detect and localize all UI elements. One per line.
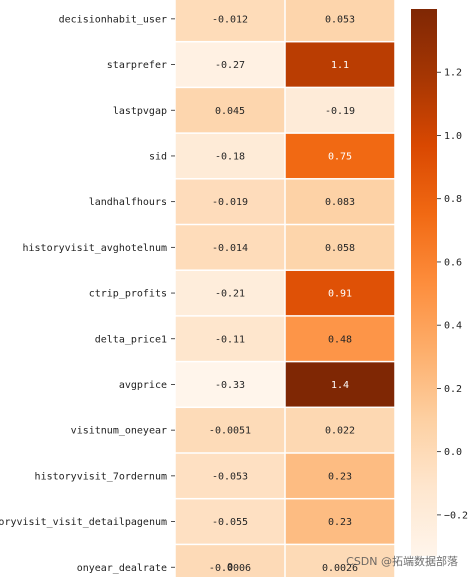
cell-annotation: -0.0051 — [209, 426, 251, 437]
row-label: historyvisit_visit_detailpagenum — [0, 517, 167, 528]
column-labels: 0 — [227, 562, 233, 573]
heatmap-cell — [175, 316, 285, 361]
heatmap-cell — [175, 42, 285, 87]
heatmap-cell — [175, 408, 285, 453]
column-label: 0 — [227, 562, 233, 573]
row-label: landhalfhours — [89, 197, 167, 208]
row-label: starprefer — [107, 60, 167, 71]
colorbar-tick-label: 0.4 — [444, 321, 462, 332]
cell-annotation: -0.055 — [212, 517, 248, 528]
heatmap-cell — [175, 499, 285, 544]
heatmap-cell — [175, 453, 285, 498]
cell-annotation: -0.21 — [215, 289, 245, 300]
row-label: delta_price1 — [95, 334, 167, 345]
cell-annotation: 0.083 — [325, 197, 355, 208]
row-labels: decisionhabit_user starprefer lastpvgap sid… — [0, 14, 175, 574]
heatmap-cell — [285, 545, 395, 577]
cell-annotation: -0.053 — [212, 471, 248, 482]
heatmap-cell — [285, 133, 395, 179]
cell-annotation: -0.27 — [215, 60, 245, 71]
row-label: visitnum_oneyear — [71, 426, 167, 437]
heatmap-cell — [175, 179, 285, 224]
heatmap-cell — [285, 0, 395, 41]
cell-annotation: -0.014 — [212, 243, 248, 254]
cell-annotation: -0.33 — [215, 380, 245, 391]
heatmap-cell — [285, 362, 395, 407]
cell-annotation: 0.75 — [328, 151, 352, 162]
heatmap-cell — [285, 499, 395, 544]
cell-annotation: 0.48 — [328, 334, 352, 345]
cell-annotation: 0.91 — [328, 289, 352, 300]
heatmap-cell — [175, 362, 285, 407]
heatmap-cell — [285, 316, 395, 361]
row-label: onyear_dealrate — [77, 563, 167, 574]
heatmap-cell — [175, 545, 285, 577]
cell-annotation: -0.0006 — [209, 563, 251, 574]
heatmap-cell — [285, 408, 395, 453]
cell-annotation: 0.0026 — [322, 563, 358, 574]
row-label: avgprice — [119, 380, 167, 391]
heatmap-cell — [285, 42, 395, 87]
heatmap-cells: -0.012 0.053 -0.27 1.1 0.045 -0.19 -0.18 0.75 -0… — [175, 0, 395, 577]
cell-annotation: 0.022 — [325, 426, 355, 437]
heatmap-cell — [175, 225, 285, 270]
cell-annotation: -0.012 — [212, 14, 248, 25]
heatmap-cell — [285, 179, 395, 224]
cell-annotation: 0.23 — [328, 517, 352, 528]
colorbar-tick-label: 0.6 — [444, 257, 462, 268]
heatmap-cell — [175, 270, 285, 316]
cell-annotation: 1.1 — [331, 60, 349, 71]
watermark: CSDN @拓端数据部落 — [346, 555, 458, 568]
colorbar-tick-label: 1.2 — [444, 68, 462, 79]
row-label: sid — [149, 151, 167, 162]
colorbar-tick-label: 0.0 — [444, 447, 462, 458]
cell-annotation: -0.18 — [215, 151, 245, 162]
cell-annotation: -0.11 — [215, 334, 245, 345]
row-label: lastpvgap — [113, 106, 167, 117]
cell-annotation: -0.19 — [325, 106, 355, 117]
colorbar-tick-label: −0.2 — [444, 510, 468, 521]
cell-annotation: 0.058 — [325, 243, 355, 254]
cell-annotation: 1.4 — [331, 380, 349, 391]
colorbar-tick-label: 0.8 — [444, 194, 462, 205]
cell-annotation: -0.019 — [212, 197, 248, 208]
heatmap-cell — [285, 225, 395, 270]
colorbar-gradient — [411, 9, 437, 556]
heatmap-cell — [175, 88, 285, 133]
cell-annotation: 0.045 — [215, 106, 245, 117]
row-label: ctrip_profits — [89, 289, 167, 300]
heatmap-cell — [285, 453, 395, 498]
row-label: historyvisit_7ordernum — [35, 471, 167, 482]
cell-annotation: 0.23 — [328, 471, 352, 482]
heatmap-cell — [175, 133, 285, 179]
colorbar-tick-label: 0.2 — [444, 384, 462, 395]
heatmap-cell — [285, 270, 395, 316]
row-label: historyvisit_avghotelnum — [23, 243, 168, 254]
cell-annotation: 0.053 — [325, 14, 355, 25]
heatmap-cell — [175, 0, 285, 41]
row-label: decisionhabit_user — [59, 14, 167, 25]
heatmap-cell — [285, 88, 395, 133]
colorbar: −0.2 0.0 0.2 0.4 0.6 0.8 1.0 1.2 — [411, 9, 468, 556]
colorbar-tick-label: 1.0 — [444, 131, 462, 142]
